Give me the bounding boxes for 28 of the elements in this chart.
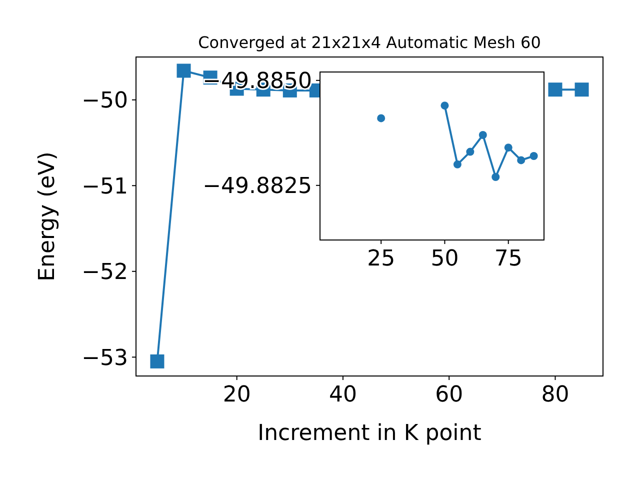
point bbox=[466, 148, 474, 156]
point bbox=[150, 354, 164, 368]
point bbox=[548, 82, 562, 97]
x-axis-title: Increment in K point bbox=[258, 421, 482, 446]
x-tick-label: 20 bbox=[222, 382, 251, 408]
point bbox=[176, 64, 191, 78]
x-tick-label: 25 bbox=[367, 246, 396, 272]
point bbox=[530, 152, 538, 160]
y-tick-label: −52 bbox=[82, 260, 128, 286]
y-axis-title: Energy (eV) bbox=[35, 152, 60, 282]
point bbox=[492, 173, 500, 181]
point bbox=[504, 144, 512, 152]
x-tick-label: 50 bbox=[430, 246, 459, 272]
point bbox=[574, 82, 589, 97]
y-tick-label: −53 bbox=[82, 346, 128, 371]
x-tick-label: 75 bbox=[494, 246, 522, 272]
point bbox=[453, 160, 462, 168]
chart-title: Converged at 21x21x4 Automatic Mesh 60 bbox=[198, 33, 541, 52]
point bbox=[440, 102, 449, 110]
point bbox=[478, 131, 487, 139]
x-tick-label: 60 bbox=[435, 382, 464, 408]
point bbox=[517, 156, 526, 164]
y-tick-label: −50 bbox=[82, 88, 128, 114]
point bbox=[377, 114, 386, 122]
x-tick-label: 40 bbox=[328, 382, 357, 408]
y-tick-label: −49.8825 bbox=[202, 174, 312, 200]
x-tick-label: 80 bbox=[541, 382, 570, 408]
y-tick-label: −51 bbox=[82, 174, 128, 200]
